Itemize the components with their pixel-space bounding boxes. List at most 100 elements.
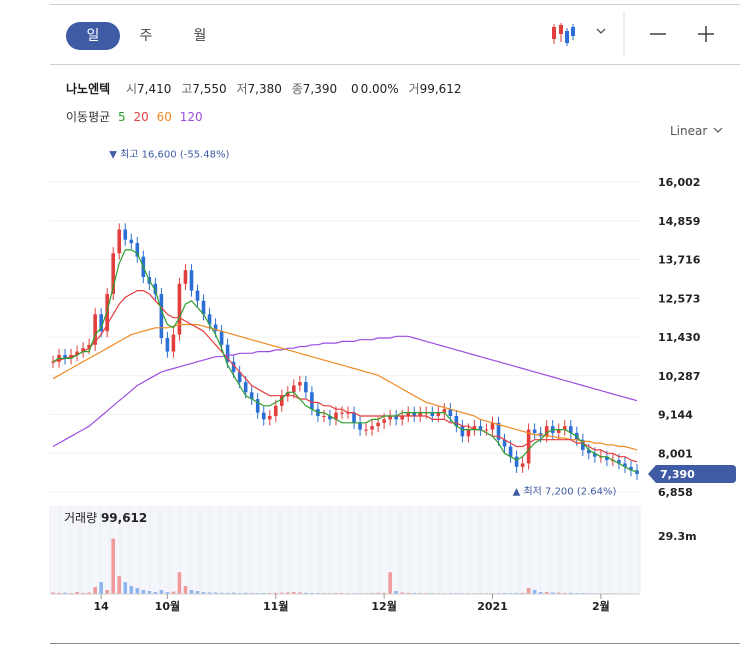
volume-bar [243,592,248,594]
high-label: 고 [181,82,193,96]
volume-panel [50,506,640,594]
y-tick-label: 6,858 [658,486,693,499]
volume-title: 거래량 99,612 [64,511,147,525]
candle-body [502,439,507,447]
candle-body [322,415,326,417]
volume-bar [129,586,134,594]
volume-bar [213,592,218,594]
candle-body [382,419,386,423]
ma-5[interactable]: 5 [118,110,126,124]
top-border [50,4,740,5]
volume-bar [177,572,182,594]
volume-bar [195,591,200,594]
volume-bar [231,592,236,594]
candle-body [418,412,423,416]
volume-bar [544,592,549,594]
volume-y-tick: 29.3m [658,530,697,543]
candle-body [617,460,621,464]
x-tick-label: 10월 [155,599,180,613]
change-value: 0 [350,82,359,96]
volume-bar [520,592,525,594]
candle-body [153,283,158,294]
candle-body [544,426,549,437]
candle-body [159,293,164,339]
volume-bar [165,592,170,594]
volume-bar [532,590,537,594]
low-value: 7,380 [247,82,282,96]
quote-summary: 나노엔텍 시7,410 고7,550 저7,380 종7,390 0 0.00% … [66,80,464,97]
y-tick-label: 13,716 [658,254,701,267]
chevron-down-icon [713,127,723,133]
candle-body [99,314,103,332]
candle-body [490,422,495,430]
candle-body [75,351,79,355]
candle-body [304,382,308,393]
volume-bar [147,591,152,594]
candle-body [478,426,483,430]
volume-bar [51,592,55,594]
ma-120[interactable]: 120 [179,110,203,124]
ma-20[interactable]: 20 [133,110,149,124]
candle-body [562,426,567,430]
open-label: 시 [126,82,138,96]
candle-body [207,314,212,325]
candle-body [460,426,465,437]
candle-body [442,409,447,413]
candle-body [165,338,170,352]
scale-select[interactable]: Linear [670,124,723,138]
candle-body [394,415,398,420]
volume-bar [189,590,194,594]
volume-bar [526,588,531,594]
candle-body [352,412,356,423]
candle-body [520,463,525,467]
candle-body [412,412,417,416]
volume-bar [382,592,386,594]
header-divider [50,64,740,65]
candle-body [201,300,206,315]
volume-bar [219,592,224,594]
volume-bar [183,586,188,594]
volume-bar [556,592,561,594]
candle-body [532,429,537,433]
candle-body [334,412,338,420]
scale-label: Linear [670,124,708,138]
x-tick-label: 2월 [592,599,610,613]
candle-body [279,395,284,406]
candle-body [219,331,224,345]
candle-body [466,429,471,437]
candle-body [605,456,609,461]
candle-body [526,429,531,464]
volume-bar [376,592,380,594]
volume-bar [87,592,91,594]
candle-body [328,415,332,420]
volume-bar [400,592,404,594]
candle-body [255,399,260,413]
volume-bar [111,538,116,594]
x-tick-label: 2021 [477,600,508,613]
candle-body [400,415,404,420]
candle-body [213,324,218,332]
y-tick-label: 14,859 [658,215,700,228]
candle-body [51,361,55,363]
moving-average-legend: 이동평균 5 20 60 120 [66,108,207,125]
last-price-label: 7,390 [660,468,695,481]
candle-body [623,463,627,467]
candle-body [629,466,633,471]
volume-bar [135,588,140,594]
candle-body [310,392,314,410]
ma-60[interactable]: 60 [156,110,172,124]
candle-body [430,412,435,416]
y-tick-label: 12,573 [658,292,700,305]
low-annotation: ▲ 최저 7,200 (2.64%) [513,485,617,497]
volume-bar [292,592,296,594]
candle-body [587,449,591,454]
candle-body [376,422,380,427]
x-tick-label: 11월 [263,599,288,613]
tab-weekly[interactable]: 주 [139,28,153,44]
last-price-badge [648,464,736,483]
tab-monthly[interactable]: 월 [193,28,207,44]
candle-body [87,344,91,349]
tab-daily[interactable]: 일 [66,22,120,50]
candle-body [298,382,302,386]
